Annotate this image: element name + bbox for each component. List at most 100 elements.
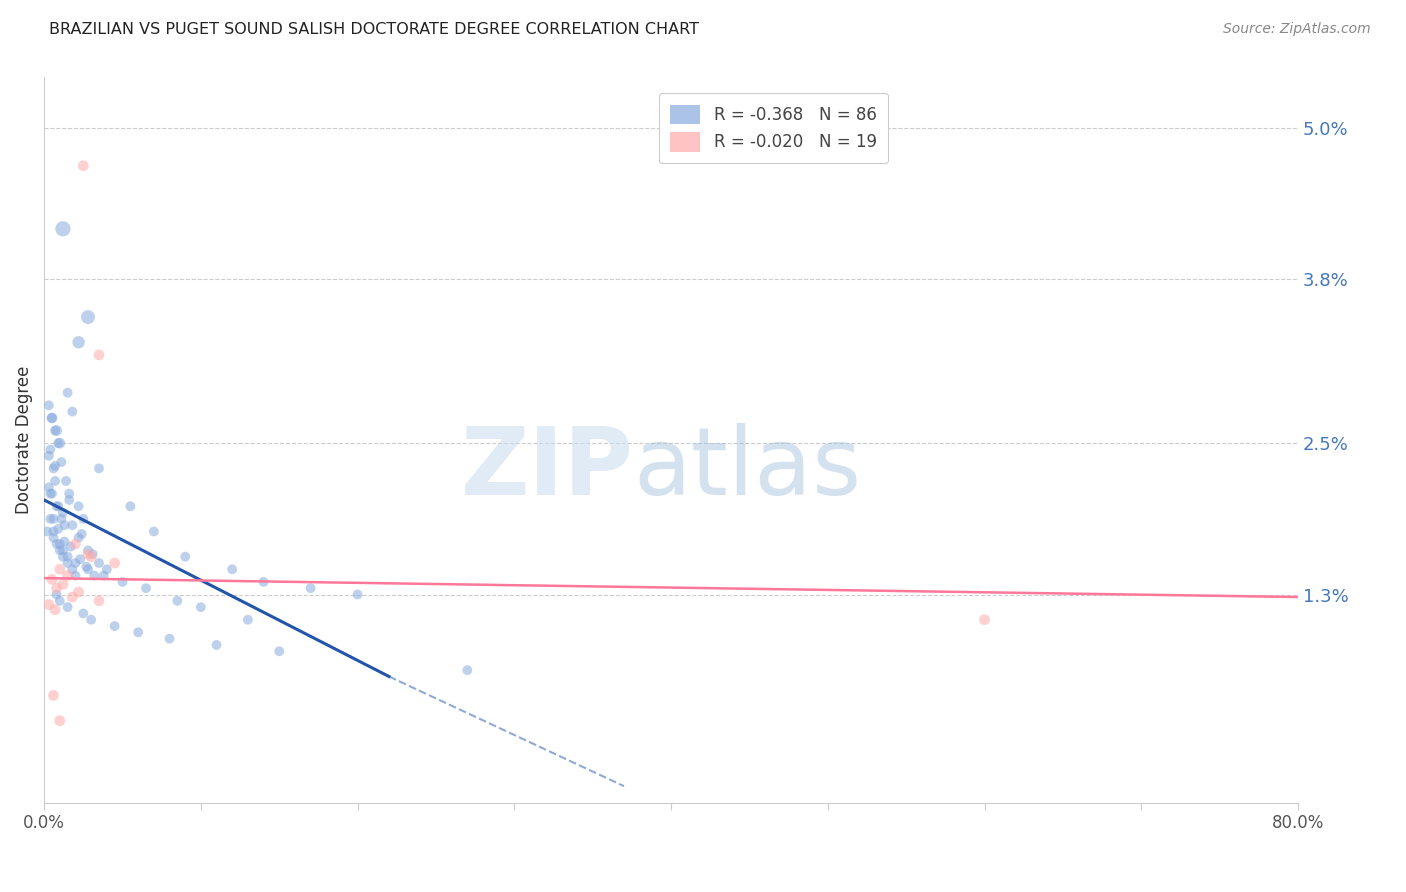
Point	[166, 594, 188, 608]
Point	[142, 524, 165, 539]
Point	[41, 411, 63, 425]
Point	[77, 562, 100, 576]
Point	[80, 613, 103, 627]
Point	[87, 556, 110, 570]
Point	[65, 556, 87, 570]
Point	[60, 404, 83, 418]
Point	[65, 537, 87, 551]
Point	[49, 714, 72, 728]
Text: Source: ZipAtlas.com: Source: ZipAtlas.com	[1223, 22, 1371, 37]
Point	[80, 549, 103, 564]
Point	[39, 512, 62, 526]
Point	[52, 506, 75, 520]
Point	[67, 585, 90, 599]
Point	[236, 613, 259, 627]
Point	[41, 573, 63, 587]
Point	[56, 568, 79, 582]
Point	[120, 500, 142, 514]
Point	[55, 474, 77, 488]
Point	[52, 549, 75, 564]
Point	[53, 534, 76, 549]
Point	[46, 522, 69, 536]
Point	[77, 543, 100, 558]
Point	[299, 581, 322, 595]
Point	[51, 455, 73, 469]
Point	[69, 552, 91, 566]
Point	[42, 524, 65, 539]
Point	[70, 527, 93, 541]
Text: BRAZILIAN VS PUGET SOUND SALISH DOCTORATE DEGREE CORRELATION CHART: BRAZILIAN VS PUGET SOUND SALISH DOCTORAT…	[49, 22, 699, 37]
Text: atlas: atlas	[634, 423, 862, 515]
Point	[67, 500, 90, 514]
Point	[45, 424, 67, 438]
Point	[111, 574, 134, 589]
Point	[104, 619, 127, 633]
Point	[75, 559, 97, 574]
Point	[72, 512, 94, 526]
Point	[252, 574, 274, 589]
Point	[59, 540, 82, 554]
Point	[39, 442, 62, 457]
Point	[205, 638, 228, 652]
Point	[42, 512, 65, 526]
Point	[41, 411, 63, 425]
Point	[87, 594, 110, 608]
Point	[45, 500, 67, 514]
Point	[42, 531, 65, 545]
Point	[46, 500, 69, 514]
Point	[60, 590, 83, 604]
Point	[77, 310, 100, 324]
Point	[346, 587, 368, 601]
Point	[135, 581, 157, 595]
Point	[159, 632, 181, 646]
Point	[52, 577, 75, 591]
Point	[65, 568, 87, 582]
Point	[46, 436, 69, 450]
Point	[52, 221, 75, 235]
Point	[269, 644, 291, 658]
Point	[42, 461, 65, 475]
Point	[49, 594, 72, 608]
Point	[456, 663, 478, 677]
Point	[44, 458, 66, 473]
Point	[83, 568, 105, 582]
Point	[56, 385, 79, 400]
Point	[190, 600, 212, 615]
Point	[38, 598, 60, 612]
Point	[77, 547, 100, 561]
Point	[56, 549, 79, 564]
Point	[221, 562, 243, 576]
Point	[42, 689, 65, 703]
Point	[49, 543, 72, 558]
Legend: R = -0.368   N = 86, R = -0.020   N = 19: R = -0.368 N = 86, R = -0.020 N = 19	[659, 93, 889, 163]
Point	[41, 486, 63, 500]
Point	[45, 537, 67, 551]
Point	[38, 398, 60, 412]
Point	[973, 613, 995, 627]
Point	[38, 480, 60, 494]
Point	[72, 159, 94, 173]
Point	[45, 587, 67, 601]
Point	[174, 549, 197, 564]
Point	[67, 335, 90, 350]
Point	[82, 547, 104, 561]
Point	[60, 562, 83, 576]
Point	[67, 531, 90, 545]
Point	[45, 581, 67, 595]
Point	[56, 600, 79, 615]
Point	[52, 543, 75, 558]
Point	[49, 537, 72, 551]
Point	[51, 512, 73, 526]
Point	[127, 625, 149, 640]
Y-axis label: Doctorate Degree: Doctorate Degree	[15, 366, 32, 514]
Point	[39, 486, 62, 500]
Point	[87, 348, 110, 362]
Point	[37, 524, 59, 539]
Point	[72, 607, 94, 621]
Point	[49, 562, 72, 576]
Point	[44, 602, 66, 616]
Point	[56, 556, 79, 570]
Point	[87, 461, 110, 475]
Point	[58, 492, 80, 507]
Text: ZIP: ZIP	[461, 423, 634, 515]
